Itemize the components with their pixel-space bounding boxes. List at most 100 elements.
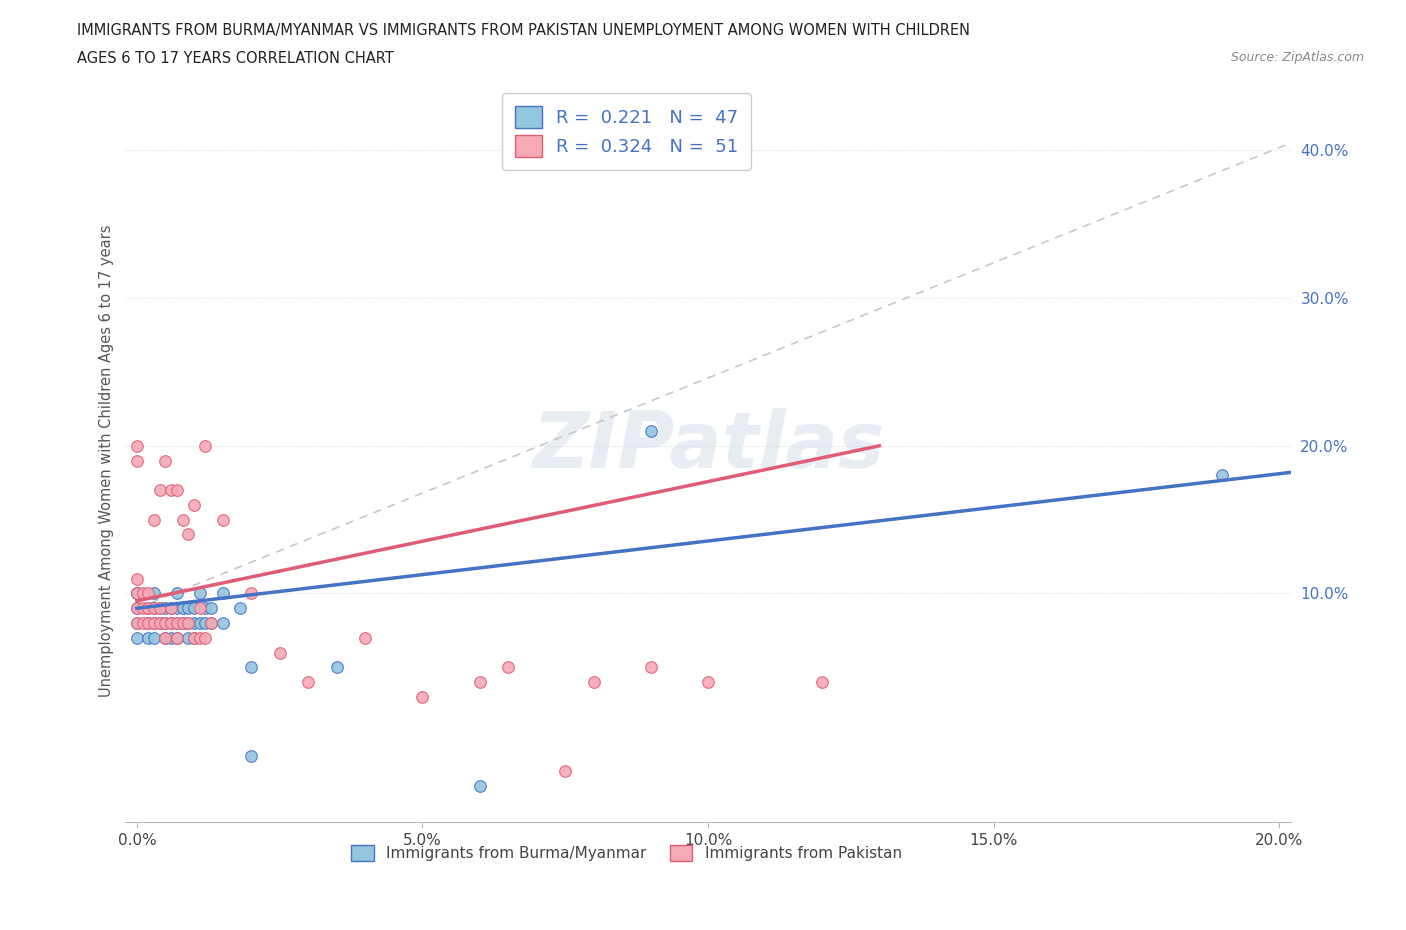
Text: Source: ZipAtlas.com: Source: ZipAtlas.com (1230, 51, 1364, 64)
Point (188, 631, 211, 645)
Point (468, 778, 491, 793)
Point (125, 601, 148, 616)
Point (149, 601, 172, 616)
Point (582, 674, 605, 689)
Point (188, 616, 211, 631)
Point (155, 616, 177, 631)
Point (811, 674, 834, 689)
Text: IMMIGRANTS FROM BURMA/MYANMAR VS IMMIGRANTS FROM PAKISTAN UNEMPLOYMENT AMONG WOM: IMMIGRANTS FROM BURMA/MYANMAR VS IMMIGRA… (77, 23, 970, 38)
Point (149, 483, 172, 498)
Legend: Immigrants from Burma/Myanmar, Immigrants from Pakistan: Immigrants from Burma/Myanmar, Immigrant… (343, 838, 910, 869)
Point (125, 586, 148, 601)
Point (194, 631, 217, 645)
Point (211, 512, 233, 527)
Point (136, 631, 159, 645)
Point (149, 616, 172, 631)
Point (136, 616, 159, 631)
Point (194, 616, 217, 631)
Point (136, 586, 159, 601)
Point (240, 749, 263, 764)
Point (131, 601, 153, 616)
Point (172, 616, 194, 631)
Point (131, 586, 153, 601)
Point (166, 483, 188, 498)
Point (200, 616, 222, 631)
Point (411, 689, 433, 704)
Point (125, 586, 148, 601)
Point (211, 616, 233, 631)
Point (136, 601, 159, 616)
Point (697, 674, 720, 689)
Point (149, 616, 172, 631)
Point (125, 571, 148, 586)
Point (125, 438, 148, 453)
Point (166, 631, 188, 645)
Point (228, 601, 250, 616)
Point (143, 601, 166, 616)
Point (177, 616, 200, 631)
Point (194, 438, 217, 453)
Point (188, 601, 211, 616)
Point (155, 453, 177, 468)
Point (177, 631, 200, 645)
Point (1211, 468, 1233, 483)
Point (160, 483, 183, 498)
Point (468, 674, 491, 689)
Point (125, 453, 148, 468)
Point (143, 631, 166, 645)
Point (136, 616, 159, 631)
Text: AGES 6 TO 17 YEARS CORRELATION CHART: AGES 6 TO 17 YEARS CORRELATION CHART (77, 51, 394, 66)
Point (183, 631, 205, 645)
Point (240, 586, 263, 601)
Point (160, 616, 183, 631)
Point (125, 616, 148, 631)
Point (166, 586, 188, 601)
Point (131, 616, 153, 631)
Point (326, 660, 349, 675)
Point (155, 631, 177, 645)
Point (183, 631, 205, 645)
Point (188, 586, 211, 601)
Point (177, 601, 200, 616)
Point (183, 616, 205, 631)
Y-axis label: Unemployment Among Women with Children Ages 6 to 17 years: Unemployment Among Women with Children A… (100, 224, 114, 697)
Point (172, 616, 194, 631)
Point (172, 601, 194, 616)
Point (160, 631, 183, 645)
Point (160, 616, 183, 631)
Point (136, 601, 159, 616)
Point (177, 527, 200, 542)
Point (149, 601, 172, 616)
Point (155, 631, 177, 645)
Point (496, 660, 519, 675)
Point (166, 616, 188, 631)
Point (143, 616, 166, 631)
Point (143, 512, 166, 527)
Point (125, 601, 148, 616)
Point (640, 423, 662, 438)
Point (554, 764, 576, 778)
Point (211, 586, 233, 601)
Point (155, 616, 177, 631)
Point (166, 616, 188, 631)
Point (194, 601, 217, 616)
Point (155, 601, 177, 616)
Point (354, 631, 377, 645)
Point (269, 645, 291, 660)
Point (160, 601, 183, 616)
Point (183, 498, 205, 512)
Point (125, 616, 148, 631)
Point (177, 616, 200, 631)
Point (125, 631, 148, 645)
Point (240, 660, 263, 675)
Point (143, 616, 166, 631)
Text: ZIPatlas: ZIPatlas (531, 408, 884, 485)
Point (166, 631, 188, 645)
Point (183, 601, 205, 616)
Point (143, 586, 166, 601)
Point (143, 601, 166, 616)
Point (297, 674, 319, 689)
Point (166, 601, 188, 616)
Point (200, 616, 222, 631)
Point (125, 586, 148, 601)
